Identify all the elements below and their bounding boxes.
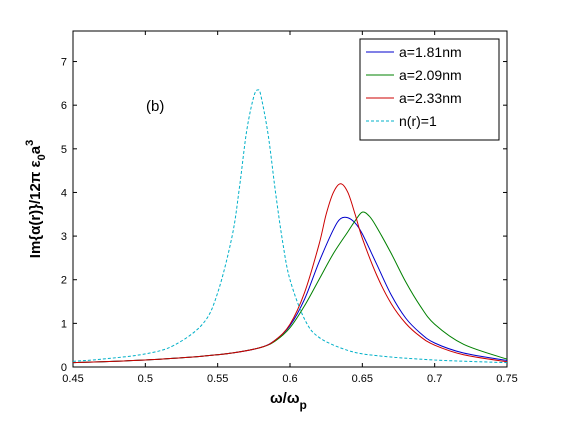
- y-tick-label: 5: [61, 144, 67, 156]
- x-tick-label: 0.55: [207, 373, 228, 385]
- y-tick-label: 3: [61, 231, 67, 243]
- legend-label-3: a=2.33nm: [399, 90, 462, 106]
- x-tick-label: 0.7: [427, 373, 442, 385]
- y-axis-title-superscript: 3: [24, 140, 36, 146]
- x-axis-title-subscript: p: [300, 398, 307, 412]
- x-tick-label: 0.65: [352, 373, 373, 385]
- legend: a=1.81nm a=2.09nm a=2.33nm n(r)=1: [359, 38, 500, 141]
- y-axis: 0 1 2 3 4 5 6 7: [61, 57, 507, 374]
- legend-label-4: n(r)=1: [399, 113, 437, 129]
- x-tick-label: 0.5: [138, 373, 153, 385]
- y-tick-label: 0: [61, 362, 67, 374]
- y-axis-title: Im{α(r)}/12π ε0a3: [24, 140, 48, 258]
- legend-label-1: a=1.81nm: [399, 44, 462, 60]
- x-tick-label: 0.6: [282, 373, 297, 385]
- series-line-4: [72, 89, 508, 364]
- x-axis-title: ω/ωp: [270, 390, 307, 412]
- x-tick-label: 0.45: [62, 373, 83, 385]
- y-tick-label: 2: [61, 275, 67, 287]
- panel-annotation: (b): [146, 98, 164, 115]
- y-tick-label: 6: [61, 100, 67, 112]
- legend-box: [359, 38, 500, 141]
- y-axis-title-symbol: a: [27, 145, 44, 154]
- x-axis: 0.45 0.5 0.55 0.6 0.65 0.7 0.75: [62, 31, 518, 385]
- y-axis-title-subscript: 0: [36, 154, 48, 160]
- series-layer: [72, 89, 508, 364]
- series-line-3: [72, 183, 508, 364]
- y-tick-label: 7: [61, 57, 67, 69]
- x-axis-title-main: ω/ω: [270, 390, 300, 407]
- legend-label-2: a=2.09nm: [399, 67, 462, 83]
- y-tick-label: 4: [61, 187, 67, 199]
- x-tick-label: 0.75: [496, 373, 517, 385]
- y-axis-title-main: Im{α(r)}/12π ε: [27, 160, 44, 258]
- y-tick-label: 1: [61, 318, 67, 330]
